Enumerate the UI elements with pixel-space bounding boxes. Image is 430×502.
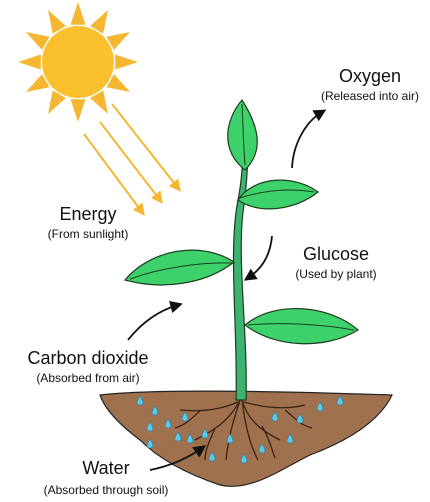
label-subtitle: (Released into air) bbox=[321, 89, 419, 103]
label-title: Energy bbox=[59, 204, 116, 224]
label-title: Oxygen bbox=[339, 66, 401, 86]
sun-ray bbox=[71, 99, 86, 122]
sun-ray bbox=[18, 55, 41, 70]
label-title: Water bbox=[82, 458, 129, 478]
soil bbox=[100, 391, 392, 486]
sun-ray bbox=[115, 55, 138, 70]
label-subtitle: (Absorbed through soil) bbox=[44, 483, 169, 497]
label-subtitle: (Absorbed from air) bbox=[36, 371, 139, 385]
label-title: Carbon dioxide bbox=[27, 348, 148, 368]
label-title: Glucose bbox=[303, 244, 369, 264]
label-subtitle: (From sunlight) bbox=[48, 227, 129, 241]
photosynthesis-diagram: Energy (From sunlight) Oxygen (Released … bbox=[0, 0, 430, 502]
light-rays bbox=[84, 104, 178, 212]
sun-ray bbox=[71, 2, 86, 25]
sun bbox=[18, 2, 138, 122]
label-subtitle: (Used by plant) bbox=[295, 267, 376, 281]
